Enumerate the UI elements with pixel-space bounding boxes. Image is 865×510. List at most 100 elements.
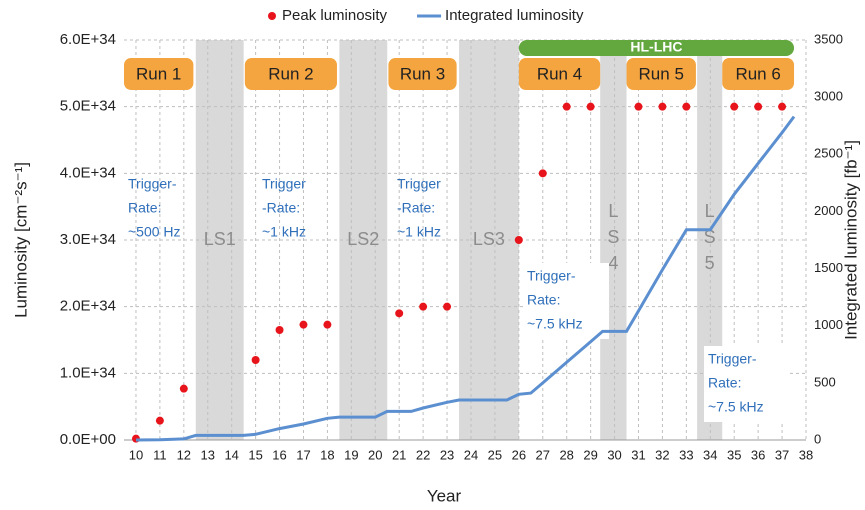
- y-tick-label: 5.0E+34: [60, 98, 116, 115]
- annotation: Rate:: [128, 200, 161, 216]
- y-tick-label: 0.0E+00: [60, 431, 116, 448]
- x-tick-label: 11: [153, 447, 167, 462]
- peak-point: [634, 102, 643, 111]
- peak-point: [155, 416, 164, 425]
- legend-marker: [268, 12, 276, 20]
- y-axis-title: Luminosity [cm⁻²s⁻¹]: [11, 162, 30, 318]
- annotation: ~1 kHz: [397, 224, 441, 240]
- peak-point: [754, 102, 763, 111]
- peak-point: [251, 356, 260, 364]
- peak-point: [514, 236, 523, 244]
- peak-point: [443, 302, 452, 311]
- legend-label: Integrated luminosity: [445, 7, 584, 24]
- x-tick-label: 18: [320, 447, 334, 462]
- annotation: Trigger: [262, 176, 306, 192]
- shutdown-label: L: [608, 201, 618, 221]
- y2-tick-label: 0: [814, 431, 821, 446]
- peak-point: [323, 320, 332, 329]
- y2-tick-label: 1500: [814, 260, 843, 275]
- peak-point: [586, 102, 595, 111]
- y2-tick-label: 1000: [814, 317, 843, 332]
- shutdown-label: S: [607, 227, 619, 247]
- annotation: Trigger: [397, 176, 441, 192]
- run-label: Run 3: [400, 64, 445, 83]
- y2-axis-title: Integrated luminosity [fb⁻¹]: [841, 140, 860, 340]
- x-tick-label: 26: [512, 447, 526, 462]
- shutdown-label: 4: [608, 253, 618, 273]
- x-tick-label: 13: [201, 447, 215, 462]
- x-tick-label: 23: [440, 447, 454, 462]
- annotation: ~7.5 kHz: [527, 316, 583, 332]
- x-tick-label: 29: [583, 447, 597, 462]
- y2-tick-label: 2500: [814, 146, 843, 161]
- annotation: ~7.5 kHz: [708, 399, 764, 415]
- x-tick-label: 15: [248, 447, 262, 462]
- run-box: [626, 58, 696, 90]
- annotation-bg: [523, 263, 609, 339]
- x-tick-label: 14: [224, 447, 238, 462]
- annotation: -Rate:: [262, 200, 300, 216]
- annotation: Trigger-: [128, 176, 177, 192]
- x-tick-label: 16: [272, 447, 286, 462]
- y-tick-label: 1.0E+34: [60, 364, 116, 381]
- peak-point: [682, 102, 691, 111]
- phase-bar: [518, 40, 795, 56]
- y2-tick-label: 3000: [814, 89, 843, 104]
- annotation: -Rate:: [397, 200, 435, 216]
- x-tick-label: 12: [177, 447, 191, 462]
- peak-point: [538, 169, 547, 178]
- shutdown-label: LS3: [473, 229, 505, 249]
- x-tick-label: 38: [799, 447, 813, 462]
- y-tick-label: 6.0E+34: [60, 31, 116, 48]
- peak-point: [730, 102, 739, 111]
- y-tick-label: 3.0E+34: [60, 231, 116, 248]
- x-tick-label: 34: [703, 447, 717, 462]
- x-tick-label: 30: [607, 447, 621, 462]
- x-tick-label: 25: [488, 447, 502, 462]
- integrated-line: [135, 115, 796, 442]
- y-tick-label: 4.0E+34: [60, 164, 116, 181]
- x-tick-label: 20: [368, 447, 382, 462]
- y2-tick-label: 500: [814, 374, 836, 389]
- x-tick-label: 37: [775, 447, 789, 462]
- legend-item: Peak luminosity: [268, 7, 388, 24]
- annotation: Rate:: [527, 292, 560, 308]
- annotation-bg: [704, 346, 790, 422]
- peak-point: [419, 302, 428, 311]
- x-tick-label: 31: [631, 447, 645, 462]
- x-axis-title: Year: [427, 486, 462, 505]
- peak-point: [275, 326, 284, 334]
- run-label: Run 1: [136, 64, 181, 83]
- run-label: Run 4: [537, 64, 582, 83]
- peak-point: [395, 309, 404, 318]
- x-tick-label: 17: [296, 447, 310, 462]
- shutdown-label: L: [705, 201, 715, 221]
- x-tick-label: 10: [129, 447, 143, 462]
- x-tick-label: 36: [751, 447, 765, 462]
- x-tick-label: 21: [392, 447, 406, 462]
- annotation: ~1 kHz: [262, 224, 306, 240]
- x-tick-label: 24: [464, 447, 478, 462]
- run-box: [518, 58, 601, 90]
- peak-point: [778, 102, 787, 111]
- y2-tick-label: 2000: [814, 203, 843, 218]
- legend-item: Integrated luminosity: [417, 7, 584, 24]
- run-box: [124, 58, 194, 90]
- run-box: [244, 58, 337, 90]
- x-tick-label: 28: [559, 447, 573, 462]
- y-tick-label: 2.0E+34: [60, 298, 116, 315]
- peak-point: [299, 320, 308, 329]
- shutdown-label: LS2: [347, 229, 379, 249]
- x-tick-label: 22: [416, 447, 430, 462]
- run-label: Run 5: [639, 64, 684, 83]
- annotation: Rate:: [708, 375, 741, 391]
- x-tick-label: 33: [679, 447, 693, 462]
- shutdown-label: 5: [705, 253, 715, 273]
- x-tick-label: 27: [536, 447, 550, 462]
- run-box: [722, 58, 795, 90]
- peak-point: [179, 384, 188, 393]
- y2-tick-label: 3500: [814, 31, 843, 46]
- peak-point: [658, 102, 667, 111]
- shutdown-label: S: [704, 227, 716, 247]
